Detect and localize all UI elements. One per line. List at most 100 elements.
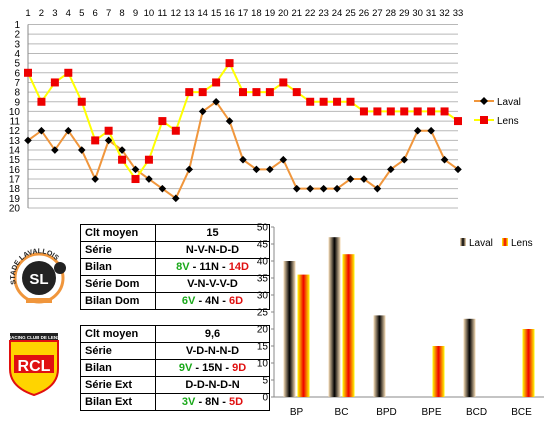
lens-logo-top-text: RACING CLUB DE LENS	[8, 335, 60, 340]
separator: -	[195, 295, 206, 307]
y-tick-label: 50	[257, 223, 269, 234]
y-tick-label: 16	[9, 165, 21, 176]
table-row: Série Dom V-N-V-V-D	[80, 275, 270, 293]
bar-laval-bpd	[373, 315, 386, 397]
lens-point	[91, 136, 100, 145]
table-label: Bilan	[80, 258, 156, 276]
lens-point	[306, 97, 315, 106]
table-row: Série N-V-N-D-D	[80, 241, 270, 259]
x-tick-label: BP	[290, 407, 304, 418]
table-row: Bilan 9V - 15N - 9D	[80, 359, 270, 377]
laval-point	[266, 165, 274, 174]
laval-point	[37, 126, 46, 135]
y-tick-label: 17	[9, 175, 21, 186]
legend-laval-label: Laval	[497, 97, 521, 108]
laval-point	[198, 107, 207, 116]
laval-point	[454, 165, 462, 174]
table-row: Série Ext D-D-N-D-N	[80, 376, 270, 394]
x-tick-label: 24	[332, 8, 343, 19]
x-tick-label: 22	[305, 8, 316, 19]
lens-point	[400, 107, 409, 116]
laval-point	[212, 97, 220, 106]
table-row: Bilan 8V - 11N - 14D	[80, 258, 270, 276]
x-tick-label: 1	[25, 8, 30, 19]
table-value: V-D-N-N-D	[155, 342, 270, 360]
laval-stats-table: Clt moyen 15 Série N-V-N-D-D Bilan 8V - …	[80, 224, 270, 310]
goals-legend: Laval Lens	[460, 238, 533, 249]
x-tick-label: 6	[93, 8, 98, 19]
y-tick-label: 10	[257, 359, 269, 370]
legend-laval-label: Laval	[469, 238, 493, 249]
laval-point	[104, 136, 113, 145]
lens-point	[454, 117, 462, 126]
laval-point	[77, 146, 86, 154]
x-tick-label: BPE	[421, 407, 441, 418]
lens-logo-letters: RCL	[18, 358, 51, 375]
x-tick-label: 3	[52, 8, 57, 19]
draws-value: 11N	[199, 261, 219, 273]
laval-point	[400, 155, 409, 164]
lens-point	[265, 88, 274, 97]
lens-point	[252, 88, 261, 97]
goals-axes	[273, 227, 544, 398]
legend-lens-label: Lens	[497, 116, 519, 127]
y-tick-label: 12	[9, 126, 21, 137]
y-tick-label: 10	[9, 107, 21, 118]
y-tick-label: 14	[9, 146, 21, 157]
lens-point	[185, 88, 194, 97]
lens-point	[292, 88, 301, 97]
bar-lens-bce	[522, 329, 535, 397]
legend-lens-swatch	[502, 238, 508, 246]
x-tick-label: 33	[453, 8, 464, 19]
y-tick-label: 0	[262, 393, 268, 404]
table-value: 3V - 8N - 5D	[155, 393, 270, 411]
x-tick-label: 32	[439, 8, 450, 19]
laval-point	[172, 194, 180, 203]
laval-point	[51, 146, 59, 154]
lens-point	[212, 78, 221, 87]
separator: -	[218, 261, 229, 273]
ranking-line-chart: 1 2 3 4 5 6 7 8 9 10 11 12 13 14 15 16 17 18 19 20 21 22 23 24 2…	[9, 8, 521, 215]
bar-lens-bc	[342, 254, 355, 397]
ranking-legend: Laval Lens	[474, 97, 521, 127]
y-tick-label: 18	[9, 184, 21, 195]
x-tick-label: 12	[171, 8, 182, 19]
bar-laval-bc	[328, 237, 341, 397]
legend-laval-swatch	[460, 238, 466, 246]
table-label: Série	[80, 342, 156, 360]
draws-value: 8N	[205, 396, 220, 408]
laval-point	[279, 155, 288, 164]
table-row: Bilan Dom 6V - 4N - 6D	[80, 292, 270, 310]
table-value: N-V-N-D-D	[155, 241, 270, 259]
x-tick-label: 7	[106, 8, 111, 19]
x-tick-label: BC	[335, 407, 349, 418]
x-tick-label: 21	[291, 8, 302, 19]
x-tick-label: 23	[318, 8, 329, 19]
laval-point	[239, 155, 247, 164]
losses-value: 5D	[229, 396, 244, 408]
y-tick-label: 11	[10, 117, 21, 128]
draws-value: 4N	[205, 295, 220, 307]
laval-point	[333, 184, 341, 193]
lens-point	[440, 107, 449, 116]
laval-logo: SL STADE LAVALLOIS	[10, 248, 66, 304]
x-tick-label: 30	[412, 8, 423, 19]
x-tick-label: 27	[372, 8, 383, 19]
table-row: Clt moyen 15	[80, 224, 270, 242]
table-value: D-D-N-D-N	[155, 376, 270, 394]
laval-point	[225, 117, 234, 125]
x-tick-label: 10	[144, 8, 155, 19]
table-row: Bilan Ext 3V - 8N - 5D	[80, 393, 270, 411]
y-tick-label: 3	[14, 39, 20, 50]
legend-laval-marker	[480, 97, 488, 105]
y-tick-label: 20	[9, 204, 21, 215]
laval-point	[131, 165, 140, 174]
separator: -	[195, 396, 206, 408]
x-tick-label: 28	[386, 8, 397, 19]
losses-value: 14D	[228, 261, 249, 273]
table-label: Clt moyen	[80, 224, 156, 242]
laval-point	[319, 184, 328, 193]
wins-value: 6V	[181, 295, 196, 307]
table-label: Bilan Dom	[80, 292, 156, 310]
